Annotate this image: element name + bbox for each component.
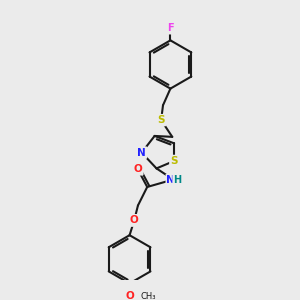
Text: O: O [125,292,134,300]
Text: H: H [173,175,181,184]
Text: N: N [166,175,175,184]
Text: CH₃: CH₃ [141,292,156,300]
Text: S: S [170,156,178,166]
Text: O: O [130,215,139,225]
Text: O: O [134,164,142,174]
Text: S: S [158,115,165,125]
Text: N: N [137,148,146,158]
Text: F: F [167,23,174,33]
Text: O: O [130,215,139,225]
